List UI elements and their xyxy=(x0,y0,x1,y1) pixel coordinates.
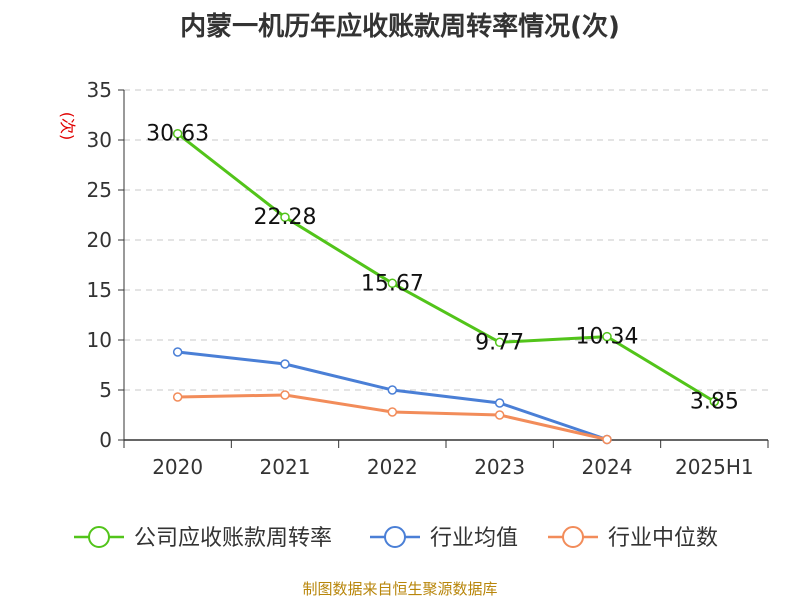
y-tick-label: 20 xyxy=(87,228,112,252)
data-point xyxy=(280,390,290,400)
legend-marker xyxy=(384,526,406,548)
legend-marker xyxy=(88,526,110,548)
data-point xyxy=(709,396,720,407)
data-label: 10.34 xyxy=(576,325,639,350)
y-tick-label: 30 xyxy=(87,128,112,152)
grid-layer xyxy=(124,89,768,391)
y-tick-label: 25 xyxy=(87,178,112,202)
data-point xyxy=(387,407,398,417)
x-tick-label: 2024 xyxy=(582,455,633,479)
data-label: 30.63 xyxy=(146,122,209,147)
data-label: 9.77 xyxy=(475,330,524,355)
data-label: 15.67 xyxy=(361,271,424,296)
x-tick-label: 2022 xyxy=(367,455,418,479)
data-point xyxy=(387,278,398,289)
y-tick-label: 15 xyxy=(87,278,112,302)
x-tick-label: 2023 xyxy=(474,455,525,479)
data-label: 3.85 xyxy=(690,390,739,415)
data-point xyxy=(172,347,183,357)
y-tick-label: 10 xyxy=(87,328,112,352)
series-line xyxy=(176,132,716,403)
data-point xyxy=(602,331,612,342)
y-tick-label: 35 xyxy=(87,78,112,102)
legend-label: 行业中位数 xyxy=(608,526,718,551)
data-point xyxy=(494,337,505,348)
legend-item: 行业中位数 xyxy=(548,526,718,551)
legend-label: 公司应收账款周转率 xyxy=(134,526,332,551)
data-point xyxy=(280,212,290,222)
y-tick-label: 5 xyxy=(99,378,112,402)
legend-item: 行业均值 xyxy=(370,526,518,551)
data-point xyxy=(172,128,183,139)
legend-label: 行业均值 xyxy=(430,526,518,551)
series-layer xyxy=(172,128,720,445)
x-tick-label: 2025H1 xyxy=(675,455,754,479)
y-tick-label: 0 xyxy=(99,428,112,452)
data-point xyxy=(280,359,290,369)
x-tick-label: 2020 xyxy=(152,455,203,479)
data-label: 22.28 xyxy=(254,205,317,230)
legend: 公司应收账款周转率 行业均值 行业中位数 xyxy=(74,526,718,551)
axis-layer: 0 5 10 15 20 25 30 35 (次) 2020 2021 2022 2023 2024 202… xyxy=(58,78,769,479)
data-point xyxy=(494,398,505,408)
source-note: 制图数据来自恒生聚源数据库 xyxy=(302,580,498,598)
legend-marker xyxy=(562,526,584,548)
data-point xyxy=(172,392,183,402)
y-axis-title: (次) xyxy=(58,112,77,141)
data-point xyxy=(602,434,612,445)
x-tick-label: 2021 xyxy=(260,455,311,479)
legend-item: 公司应收账款周转率 xyxy=(74,526,332,551)
data-label-layer: 30.63 22.28 15.67 9.77 10.34 3.85 xyxy=(146,122,739,415)
data-point xyxy=(387,385,398,395)
chart-title: 内蒙一机历年应收账款周转率情况(次) xyxy=(180,12,620,42)
data-point xyxy=(494,410,505,420)
